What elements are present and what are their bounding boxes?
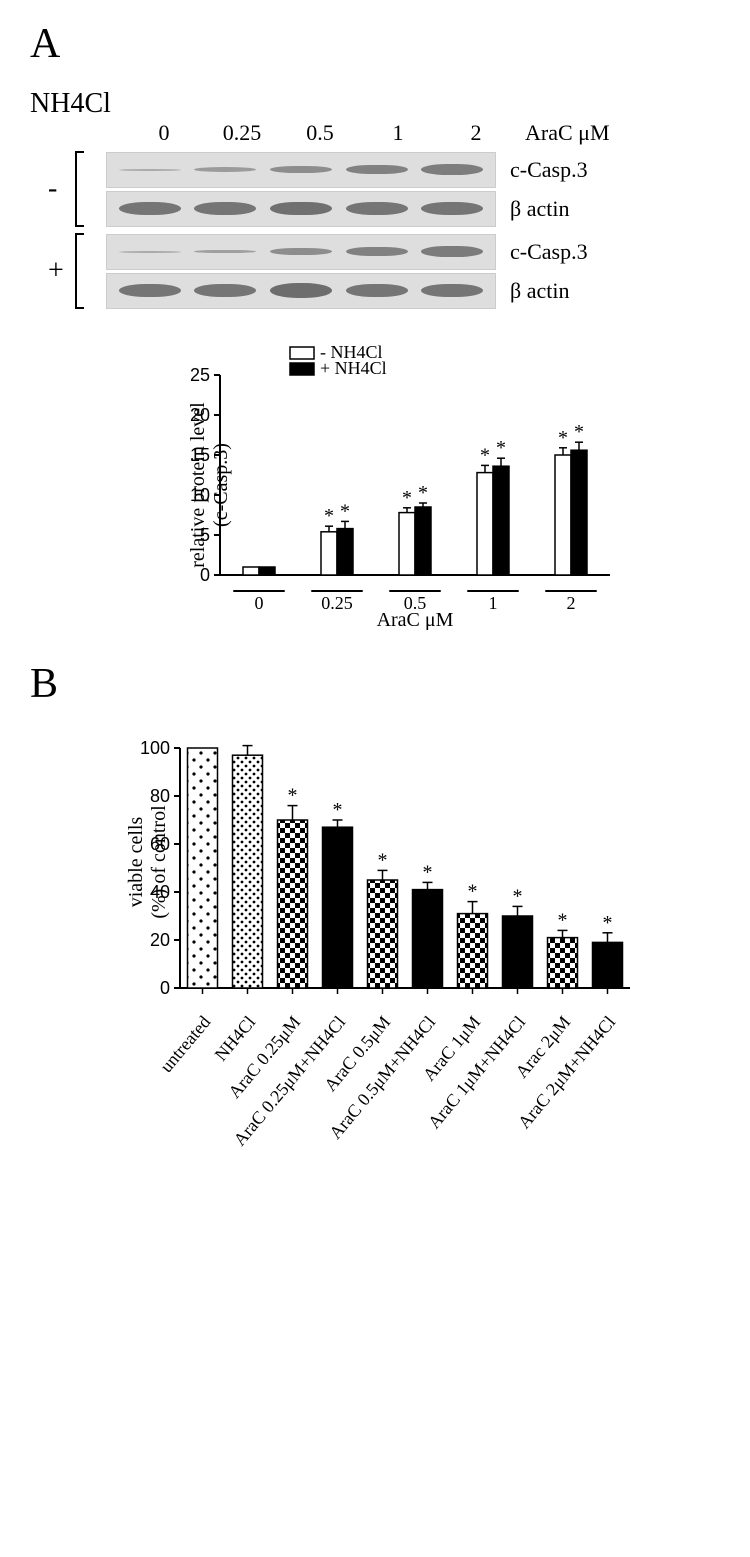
- plus-sign: +: [48, 255, 64, 287]
- svg-text:0: 0: [160, 978, 170, 998]
- bracket-minus: -: [70, 150, 100, 228]
- blot-strip-plus-ccasp3: [106, 234, 496, 270]
- panel-b-y-title: viable cells (%) of control: [125, 762, 171, 962]
- panel-b-y-title-line2: (%) of control: [148, 806, 170, 919]
- panel-b-xlabel: untreated: [155, 1012, 214, 1077]
- svg-text:25: 25: [190, 365, 210, 385]
- panel-a-y-title-line2: (c-Casp.3): [210, 443, 232, 527]
- svg-text:*: *: [468, 881, 478, 903]
- panel-a-y-title: relative protein level (c-Casp.3): [187, 385, 233, 585]
- svg-text:*: *: [558, 909, 568, 931]
- svg-text:AraC μM: AraC μM: [377, 609, 454, 630]
- panel-b-bar-chart: viable cells (%) of control: [120, 728, 640, 1008]
- panel-b-y-title-line1: viable cells: [125, 817, 147, 908]
- svg-text:0.25: 0.25: [321, 593, 353, 613]
- svg-text:0: 0: [255, 593, 264, 613]
- panel-a-bar-chart: relative protein level (c-Casp.3) 051015…: [170, 340, 620, 630]
- svg-text:*: *: [480, 444, 490, 466]
- svg-text:*: *: [402, 487, 412, 509]
- dose-unit: AraC μM: [525, 120, 610, 146]
- blot-block-minus: - c-Casp.3 β actin: [70, 150, 710, 228]
- panel-b-label: B: [30, 660, 720, 708]
- svg-text:*: *: [574, 421, 584, 443]
- panel-b-svg: 020406080100********: [120, 728, 640, 1008]
- svg-text:*: *: [378, 849, 388, 871]
- svg-text:*: *: [324, 505, 334, 527]
- label-ccasp3-plus: c-Casp.3: [510, 234, 588, 270]
- svg-text:+ NH4Cl: + NH4Cl: [320, 358, 387, 378]
- svg-text:100: 100: [140, 738, 170, 758]
- label-ccasp3-minus: c-Casp.3: [510, 152, 588, 188]
- label-bactin-minus: β actin: [510, 191, 588, 227]
- panel-a-svg: 0510152025- NH4Cl+ NH4Cl0**0.25**0.5**1*…: [170, 340, 620, 630]
- minus-sign: -: [48, 173, 57, 205]
- dose-3: 1: [359, 120, 437, 146]
- svg-text:*: *: [423, 861, 433, 883]
- svg-text:*: *: [558, 427, 568, 449]
- svg-text:2: 2: [567, 593, 576, 613]
- blot-strip-minus-ccasp3: [106, 152, 496, 188]
- svg-text:1: 1: [489, 593, 498, 613]
- dose-0: 0: [125, 120, 203, 146]
- dose-1: 0.25: [203, 120, 281, 146]
- svg-text:*: *: [513, 885, 523, 907]
- dose-2: 0.5: [281, 120, 359, 146]
- panel-a-y-title-line1: relative protein level: [187, 402, 209, 567]
- blot-area: 0 0.25 0.5 1 2 AraC μM - c-Casp.3 β acti…: [70, 120, 710, 310]
- label-bactin-plus: β actin: [510, 273, 588, 309]
- panel-a-label: A: [30, 20, 720, 68]
- dose-4: 2: [437, 120, 515, 146]
- svg-text:*: *: [340, 500, 350, 522]
- blot-block-plus: + c-Casp.3 β actin: [70, 232, 710, 310]
- svg-text:*: *: [288, 785, 298, 807]
- blot-strip-minus-bactin: [106, 191, 496, 227]
- svg-text:*: *: [418, 482, 428, 504]
- svg-text:*: *: [333, 799, 343, 821]
- svg-text:*: *: [496, 437, 506, 459]
- dose-header-row: 0 0.25 0.5 1 2 AraC μM: [125, 120, 710, 146]
- bracket-plus: +: [70, 232, 100, 310]
- blot-strip-plus-bactin: [106, 273, 496, 309]
- svg-text:*: *: [603, 912, 613, 934]
- panel-b-x-labels: untreatedNH4ClAraC 0.25μMAraC 0.25μM+NH4…: [120, 1008, 640, 1228]
- nh4cl-side-label: NH4Cl: [30, 88, 720, 120]
